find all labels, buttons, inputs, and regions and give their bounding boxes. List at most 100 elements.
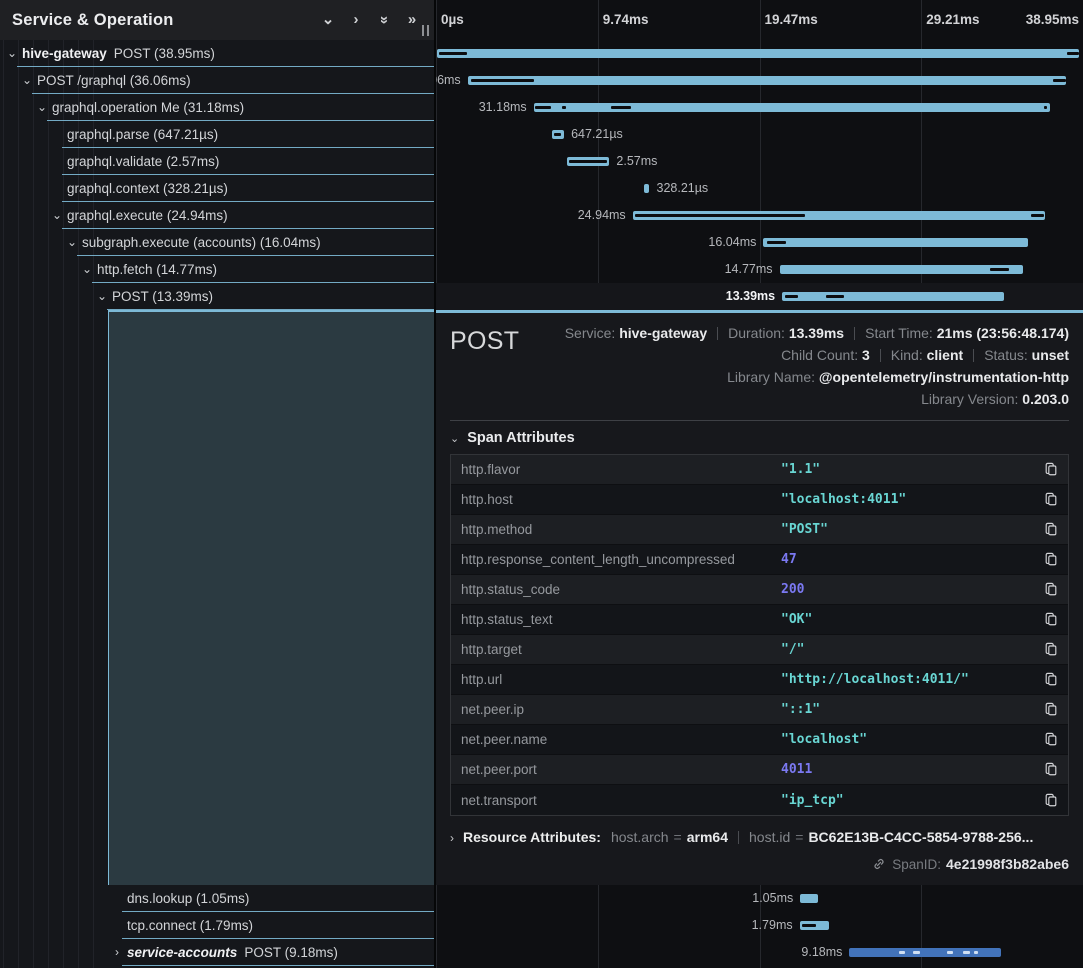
copy-button[interactable] <box>1044 672 1058 687</box>
timeline-row[interactable]: 1.79ms <box>436 912 1083 939</box>
tree-row[interactable]: ⌄ http.fetch (14.77ms) <box>0 256 435 283</box>
span-attributes-header[interactable]: ⌄Span Attributes <box>450 430 1069 446</box>
child-span-mark <box>785 295 797 298</box>
span-bar[interactable] <box>849 948 1001 957</box>
row-expander-icon[interactable]: ⌄ <box>36 94 48 121</box>
tree-row[interactable]: graphql.context (328.21µs) <box>0 175 435 202</box>
tree-row[interactable]: graphql.parse (647.21µs) <box>0 121 435 148</box>
expand-all-icon[interactable]: » <box>403 11 421 29</box>
collapse-one-icon[interactable]: ⌄ <box>319 11 337 29</box>
tree-row[interactable]: › service-accountsPOST (9.18ms) <box>0 939 435 966</box>
span-id-label: SpanID: <box>892 857 941 872</box>
timeline-row[interactable] <box>436 40 1083 67</box>
span-duration-label: 9.18ms <box>801 939 842 966</box>
tree-row[interactable]: ⌄ POST (13.39ms) <box>0 283 435 310</box>
span-attributes-table: http.flavor "1.1" http.host "localhost:4… <box>450 454 1069 816</box>
copy-button[interactable] <box>1044 642 1058 657</box>
timeline-row[interactable]: 16.04ms <box>436 229 1083 256</box>
child-span-mark <box>899 951 905 954</box>
span-bar[interactable] <box>437 49 1079 58</box>
tree-row[interactable]: dns.lookup (1.05ms) <box>0 885 435 912</box>
row-expander-icon[interactable]: ⌄ <box>21 67 33 94</box>
chevron-down-icon: ⌄ <box>450 433 459 445</box>
row-expander-icon[interactable]: ⌄ <box>51 202 63 229</box>
tree-row-name: graphql.validate (2.57ms) <box>67 154 219 169</box>
tree-toolbar: ⌄ › » » <box>319 11 435 29</box>
copy-button[interactable] <box>1044 762 1058 777</box>
attribute-value: "http://localhost:4011/" <box>781 672 1034 687</box>
overview-separator <box>717 327 718 340</box>
ruler-tick-label: 9.74ms <box>603 0 649 40</box>
span-bar[interactable] <box>780 265 1024 274</box>
overview-value: 13.39ms <box>789 325 844 341</box>
collapse-all-icon[interactable]: » <box>375 11 393 29</box>
attribute-row: http.host "localhost:4011" <box>451 485 1068 515</box>
row-expander-icon[interactable]: › <box>111 939 123 966</box>
row-expander-icon[interactable]: ⌄ <box>96 283 108 310</box>
attribute-key: http.url <box>451 672 781 687</box>
timeline-row[interactable]: 1.05ms <box>436 885 1083 912</box>
link-icon[interactable] <box>872 857 886 871</box>
span-bar[interactable] <box>763 238 1028 247</box>
span-overview: Service: hive-gatewayDuration: 13.39msSt… <box>565 322 1069 410</box>
span-bar[interactable] <box>644 184 650 193</box>
span-bar[interactable] <box>782 292 1004 301</box>
span-duration-label: 36.06ms <box>436 67 461 94</box>
span-duration-label: 328.21µs <box>657 175 709 202</box>
tree-row-label: dns.lookup (1.05ms) <box>127 885 249 912</box>
attribute-key: http.target <box>451 642 781 657</box>
tree-row[interactable]: ⌄ hive-gatewayPOST (38.95ms) <box>0 40 435 67</box>
row-expander-icon[interactable]: ⌄ <box>6 40 18 67</box>
span-bar[interactable] <box>800 894 817 903</box>
timeline-row[interactable]: 31.18ms <box>436 94 1083 121</box>
attribute-row: http.flavor "1.1" <box>451 455 1068 485</box>
row-expander-icon[interactable]: ⌄ <box>81 256 93 283</box>
copy-button[interactable] <box>1044 612 1058 627</box>
tree-row[interactable]: ⌄ POST /graphql (36.06ms) <box>0 67 435 94</box>
tree-row-label: graphql.operation Me (31.18ms) <box>52 94 244 121</box>
timeline-row[interactable]: 36.06ms <box>436 67 1083 94</box>
timeline-row[interactable]: 24.94ms <box>436 202 1083 229</box>
copy-button[interactable] <box>1044 582 1058 597</box>
tree-row[interactable]: ⌄ graphql.operation Me (31.18ms) <box>0 94 435 121</box>
timeline-row[interactable]: 14.77ms <box>436 256 1083 283</box>
row-expander-icon[interactable]: ⌄ <box>66 229 78 256</box>
overview-label: Start Time: <box>865 325 937 341</box>
tree-row[interactable]: ⌄ graphql.execute (24.94ms) <box>0 202 435 229</box>
panel-divider[interactable] <box>434 0 436 968</box>
panel-resizer-handle[interactable] <box>422 25 429 36</box>
tree-row[interactable]: ⌄ subgraph.execute (accounts) (16.04ms) <box>0 229 435 256</box>
copy-button[interactable] <box>1044 702 1058 717</box>
span-bar[interactable] <box>468 76 1066 85</box>
copy-button[interactable] <box>1044 732 1058 747</box>
attribute-value: "localhost" <box>781 732 1034 747</box>
copy-icon <box>1044 522 1058 537</box>
timeline-row[interactable]: 647.21µs <box>436 121 1083 148</box>
timeline-row[interactable]: 328.21µs <box>436 175 1083 202</box>
child-span-mark <box>569 160 607 163</box>
span-id-row: SpanID:4e21998f3b82abe6 <box>450 856 1069 872</box>
tree-row-name: subgraph.execute (accounts) (16.04ms) <box>82 235 321 250</box>
tree-row[interactable]: tcp.connect (1.79ms) <box>0 912 435 939</box>
copy-button[interactable] <box>1044 462 1058 477</box>
resource-key: host.id <box>749 829 790 845</box>
copy-button[interactable] <box>1044 522 1058 537</box>
overview-value: @opentelemetry/instrumentation-http <box>819 369 1069 385</box>
attribute-key: net.peer.ip <box>451 702 781 717</box>
child-span-mark <box>535 106 551 109</box>
expand-one-icon[interactable]: › <box>347 11 365 29</box>
copy-button[interactable] <box>1044 793 1058 808</box>
span-duration-label: 1.79ms <box>752 912 793 939</box>
tree-row-name: graphql.execute (24.94ms) <box>67 208 228 223</box>
child-span-mark <box>1067 52 1079 55</box>
timeline-row[interactable]: 13.39ms <box>436 283 1083 310</box>
copy-button[interactable] <box>1044 552 1058 567</box>
timeline-row[interactable]: 9.18ms <box>436 939 1083 966</box>
copy-button[interactable] <box>1044 492 1058 507</box>
copy-icon <box>1044 793 1058 808</box>
overview-label: Service: <box>565 325 619 341</box>
timeline-row[interactable]: 2.57ms <box>436 148 1083 175</box>
child-span-mark <box>826 295 844 298</box>
tree-row[interactable]: graphql.validate (2.57ms) <box>0 148 435 175</box>
resource-attributes-row[interactable]: ›Resource Attributes:host.arch=arm64host… <box>450 829 1069 845</box>
